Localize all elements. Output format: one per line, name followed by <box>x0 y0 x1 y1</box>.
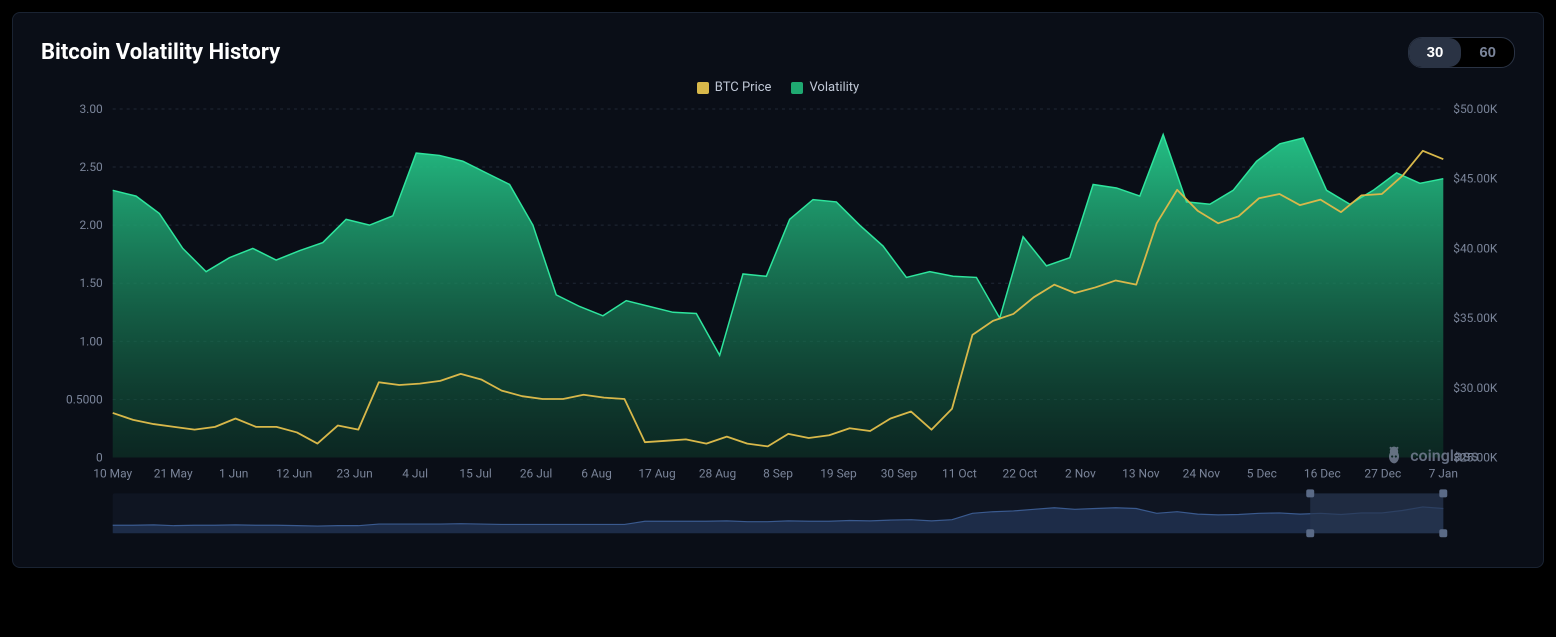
swatch-btc-icon <box>697 82 709 94</box>
svg-text:1 Jun: 1 Jun <box>219 466 248 480</box>
chart-title: Bitcoin Volatility History <box>41 40 280 65</box>
svg-text:7 Jan: 7 Jan <box>1429 466 1458 480</box>
svg-text:$30.00K: $30.00K <box>1453 381 1498 395</box>
svg-text:$50.00K: $50.00K <box>1453 102 1498 116</box>
svg-text:22 Oct: 22 Oct <box>1003 466 1038 480</box>
svg-text:11 Oct: 11 Oct <box>942 466 977 480</box>
svg-text:2.00: 2.00 <box>79 218 103 232</box>
svg-text:12 Jun: 12 Jun <box>276 466 312 480</box>
svg-text:4 Jul: 4 Jul <box>402 466 428 480</box>
legend-vol-label: Volatility <box>809 80 859 95</box>
watermark-text: coinglass <box>1410 446 1479 465</box>
legend-btc-price[interactable]: BTC Price <box>697 80 772 95</box>
svg-text:23 Jun: 23 Jun <box>337 466 373 480</box>
svg-text:10 May: 10 May <box>93 466 132 480</box>
svg-text:13 Nov: 13 Nov <box>1122 466 1160 480</box>
legend-volatility[interactable]: Volatility <box>791 80 859 95</box>
svg-text:1.00: 1.00 <box>79 334 103 348</box>
svg-text:27 Dec: 27 Dec <box>1364 466 1401 480</box>
svg-text:6 Aug: 6 Aug <box>581 466 612 480</box>
svg-text:28 Aug: 28 Aug <box>699 466 736 480</box>
legend-btc-label: BTC Price <box>715 80 772 95</box>
chart-area[interactable]: 00.50001.001.502.002.503.00$25.00K$30.00… <box>41 99 1515 547</box>
svg-text:2 Nov: 2 Nov <box>1065 466 1096 480</box>
chart-svg: 00.50001.001.502.002.503.00$25.00K$30.00… <box>41 99 1515 547</box>
svg-text:30 Sep: 30 Sep <box>881 466 918 480</box>
svg-text:$40.00K: $40.00K <box>1453 241 1498 255</box>
svg-text:5 Dec: 5 Dec <box>1247 466 1277 480</box>
svg-text:2.50: 2.50 <box>79 160 103 174</box>
toggle-60[interactable]: 60 <box>1461 38 1514 67</box>
svg-text:24 Nov: 24 Nov <box>1183 466 1221 480</box>
svg-text:$35.00K: $35.00K <box>1453 311 1498 325</box>
period-toggle: 30 60 <box>1408 37 1515 68</box>
svg-text:21 May: 21 May <box>154 466 193 480</box>
svg-text:3.00: 3.00 <box>79 102 103 116</box>
svg-text:19 Sep: 19 Sep <box>820 466 857 480</box>
svg-text:17 Aug: 17 Aug <box>638 466 675 480</box>
legend: BTC Price Volatility <box>41 80 1515 95</box>
chart-card: Bitcoin Volatility History 30 60 BTC Pri… <box>12 12 1544 568</box>
svg-text:0.5000: 0.5000 <box>66 392 103 406</box>
svg-text:15 Jul: 15 Jul <box>459 466 491 480</box>
svg-text:$45.00K: $45.00K <box>1453 172 1498 186</box>
svg-text:0: 0 <box>96 451 103 465</box>
watermark: coinglass <box>1384 445 1479 465</box>
coinglass-icon <box>1384 445 1404 465</box>
svg-text:8 Sep: 8 Sep <box>763 466 793 480</box>
svg-text:26 Jul: 26 Jul <box>520 466 552 480</box>
swatch-vol-icon <box>791 82 803 94</box>
svg-text:1.50: 1.50 <box>79 276 103 290</box>
svg-text:16 Dec: 16 Dec <box>1304 466 1341 480</box>
header-row: Bitcoin Volatility History 30 60 <box>41 37 1515 68</box>
toggle-30[interactable]: 30 <box>1409 38 1462 67</box>
